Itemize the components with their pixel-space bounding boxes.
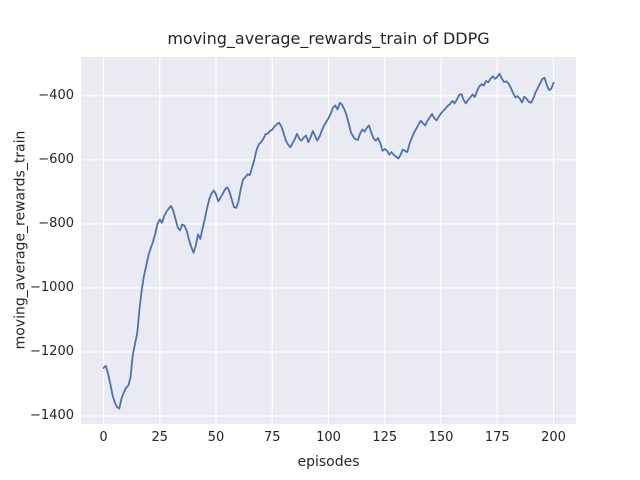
y-axis-label: moving_average_rewards_train (12, 130, 29, 350)
y-tick-label: −600 (38, 151, 74, 167)
x-axis-label: episodes (297, 454, 360, 470)
x-tick-label: 25 (151, 430, 169, 445)
x-tick-label: 75 (263, 430, 281, 445)
x-tick-label: 200 (541, 430, 566, 445)
y-tick-label: −1200 (30, 343, 74, 359)
y-tick-label: −800 (38, 215, 74, 231)
x-tick-label: 125 (372, 430, 398, 445)
x-tick-label: 175 (484, 430, 510, 445)
ddpg-reward-line (102, 72, 555, 410)
chart-title: moving_average_rewards_train of DDPG (167, 29, 490, 48)
y-tick-label: −400 (38, 87, 74, 103)
x-tick-label: 150 (428, 430, 454, 445)
y-tick-label: −1400 (30, 407, 74, 423)
y-tick-label: −1000 (30, 279, 74, 295)
x-tick-label: 0 (99, 430, 108, 445)
x-tick-label: 100 (316, 430, 341, 445)
x-tick-label: 50 (207, 430, 225, 445)
